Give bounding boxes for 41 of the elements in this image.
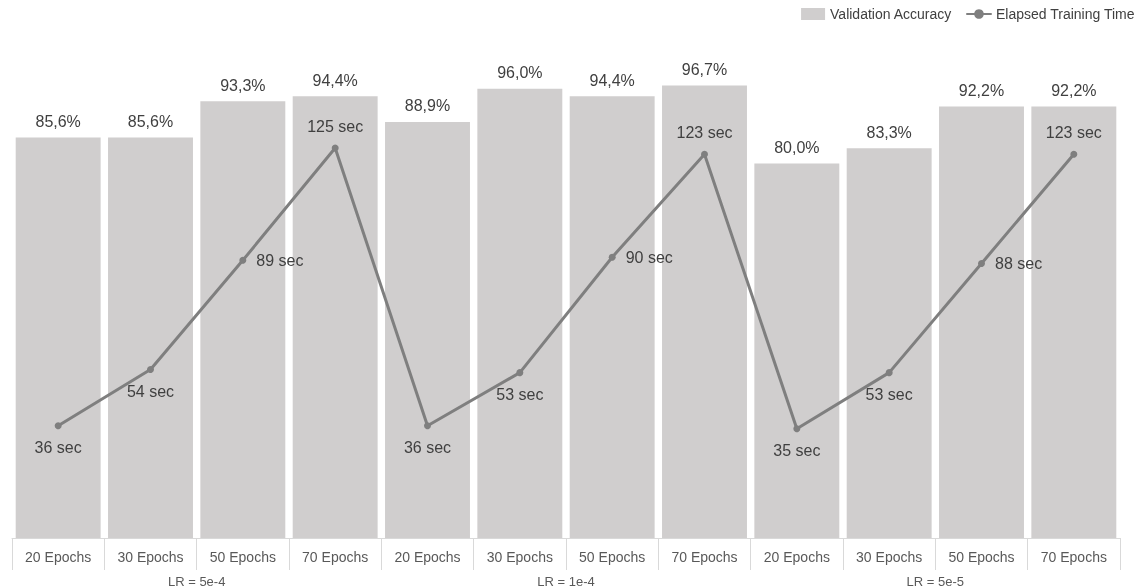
x-tick-label: 70 Epochs [671,549,738,565]
x-tick-label: 30 Epochs [486,549,553,565]
x-tick-label: 20 Epochs [763,549,830,565]
data-label: 83,3% [866,123,912,141]
data-label: 88 sec [995,254,1043,272]
data-label: 96,0% [497,64,543,82]
x-tick-label: 50 Epochs [948,549,1015,565]
legend-label: Elapsed Training Time [995,6,1135,22]
data-label: 36 sec [34,438,82,456]
data-label: 123 sec [1045,124,1102,142]
data-label: 125 sec [307,118,364,135]
data-label: 96,7% [681,60,728,78]
x-tick-label: 20 Epochs [25,549,92,565]
text: LR = 5e-5 [906,574,965,588]
data-label: 80,0% [774,139,820,157]
x-tick-label: 70 Epochs [302,549,369,565]
data-label: 53 sec [496,385,544,403]
text: LR = 5e-4 [167,574,226,588]
data-label: 93,3% [220,76,266,94]
x-tick-label: 30 Epochs [117,549,184,565]
data-label: 36 sec [403,438,452,456]
legend-label: Validation Accuracy [830,6,952,22]
x-tick-label: 30 Epochs [856,549,923,565]
data-label: 35 sec [773,441,821,459]
text: LR = 1e-4 [537,574,595,588]
data-label: 53 sec [865,385,913,403]
data-label: 85,6% [127,112,174,130]
x-tick-label: 20 Epochs [394,549,461,565]
x-tick-label: 50 Epochs [579,549,646,565]
data-label: 90 sec [625,248,673,266]
data-label: 92,2% [1051,82,1097,99]
data-label: 92,2% [958,82,1005,99]
x-tick-label: 50 Epochs [209,549,276,565]
data-label: 94,4% [312,71,358,89]
data-label: 54 sec [126,382,175,400]
data-label: 123 sec [676,124,733,142]
data-label: 85,6% [35,112,81,130]
x-tick-label: 70 Epochs [1040,549,1107,565]
data-label: 89 sec [256,251,304,269]
data-label: 88,9% [404,97,451,115]
data-label: 94,4% [589,71,635,89]
